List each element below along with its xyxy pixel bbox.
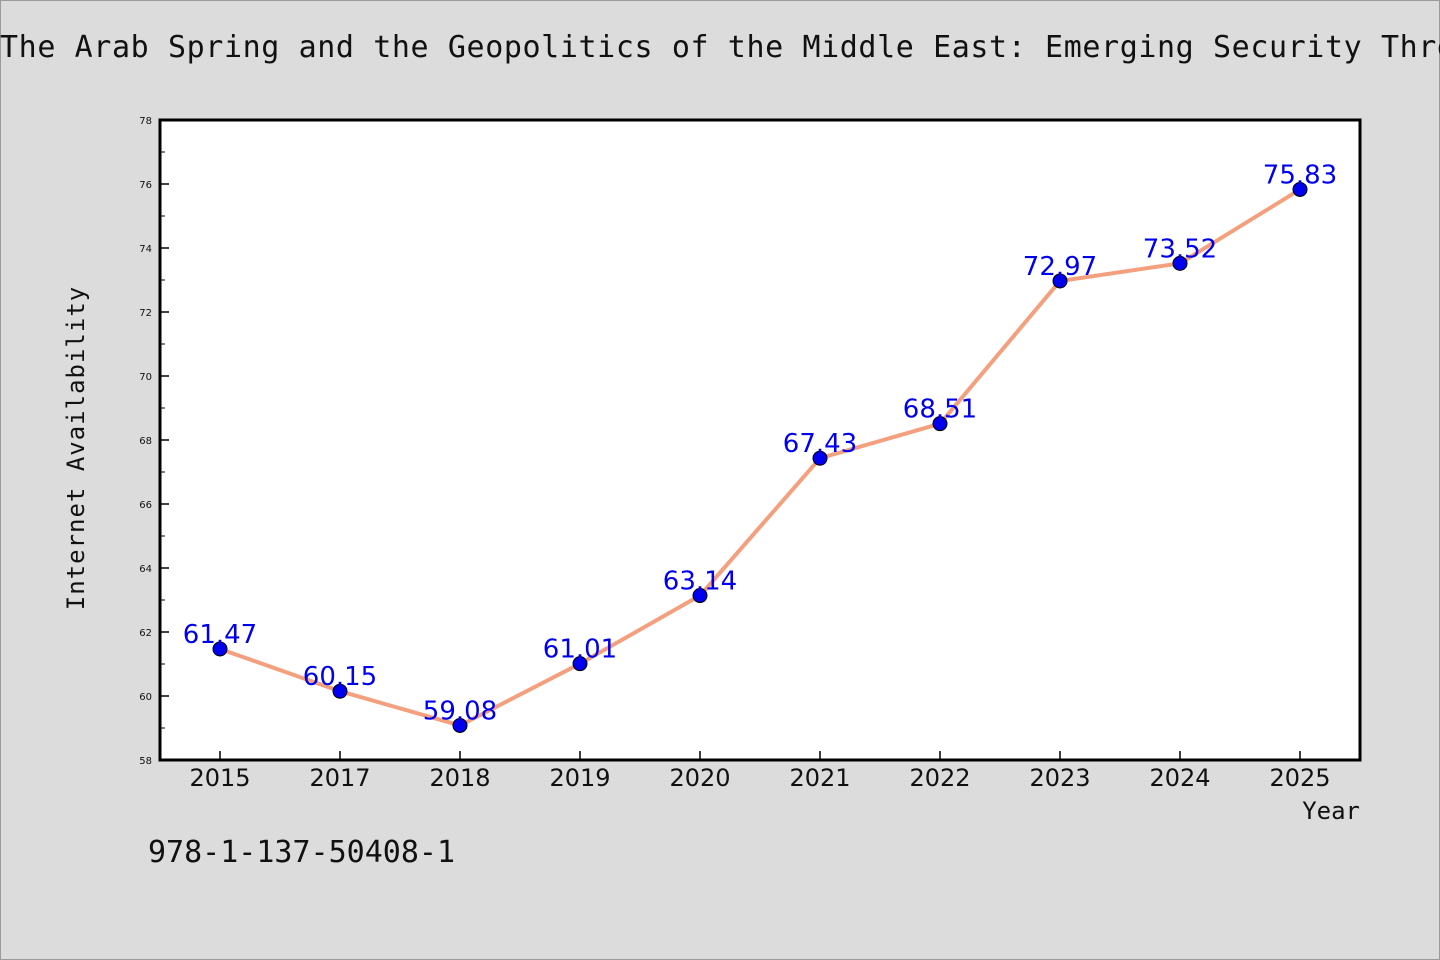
y-tick-label: 74: [139, 244, 152, 255]
x-tick-label: 2021: [789, 764, 850, 792]
data-labels: 61.47 60.15 59.08 61.01 63.14 67.43 68.51 72.97…: [183, 160, 1337, 726]
chart-title: The Arab Spring and the Geopolitics of t…: [0, 30, 1440, 65]
data-point: [932, 416, 948, 432]
data-label: 59.08: [423, 696, 497, 726]
data-point: [572, 656, 588, 672]
y-tick-label: 62: [139, 628, 152, 639]
data-point: [1052, 273, 1068, 289]
data-point: [812, 450, 828, 466]
data-label: 75.83: [1263, 160, 1337, 190]
plot-border: [158, 118, 1362, 762]
x-axis-label: Year: [1302, 797, 1360, 825]
data-label: 61.01: [543, 635, 617, 665]
data-label: 61.47: [183, 620, 257, 650]
x-tick-label: 2015: [189, 764, 250, 792]
data-label: 68.51: [903, 395, 977, 425]
x-tick-label: 2017: [309, 764, 370, 792]
x-tick-label: 2022: [909, 764, 970, 792]
x-tick-label: 2023: [1029, 764, 1090, 792]
plot-area: [160, 120, 1360, 760]
series-internet-availability: [212, 181, 1308, 733]
x-tick-label: 2020: [669, 764, 730, 792]
x-tick-label: 2024: [1149, 764, 1210, 792]
data-label: 67.43: [783, 429, 857, 459]
x-tick-label: 2025: [1269, 764, 1330, 792]
data-point: [1292, 181, 1308, 197]
data-label: 72.97: [1023, 252, 1097, 282]
y-tick-label: 78: [139, 116, 152, 127]
y-tick-label: 70: [139, 372, 152, 383]
isbn-text: 978-1-137-50408-1: [148, 835, 456, 870]
y-tick-label: 66: [139, 500, 152, 511]
data-label: 73.52: [1143, 234, 1217, 264]
y-tick-label: 76: [139, 180, 152, 191]
y-tick-label: 64: [139, 564, 152, 575]
series-line: [218, 187, 1302, 728]
data-point: [212, 641, 228, 657]
data-label: 63.14: [663, 567, 737, 597]
data-label: 60.15: [303, 662, 377, 692]
data-point: [1172, 255, 1188, 271]
y-tick-label: 60: [139, 692, 152, 703]
data-point: [452, 717, 468, 733]
y-tick-label: 72: [139, 308, 152, 319]
y-tick-label: 58: [139, 756, 152, 767]
data-point: [332, 683, 348, 699]
x-tick-label: 2018: [429, 764, 490, 792]
data-point: [692, 588, 708, 604]
x-tick-label: 2019: [549, 764, 610, 792]
x-axis: 2015 2017 2018 2019 2020 2021 2022 2023 2024 2025: [189, 751, 1331, 792]
y-tick-label: 68: [139, 436, 152, 447]
